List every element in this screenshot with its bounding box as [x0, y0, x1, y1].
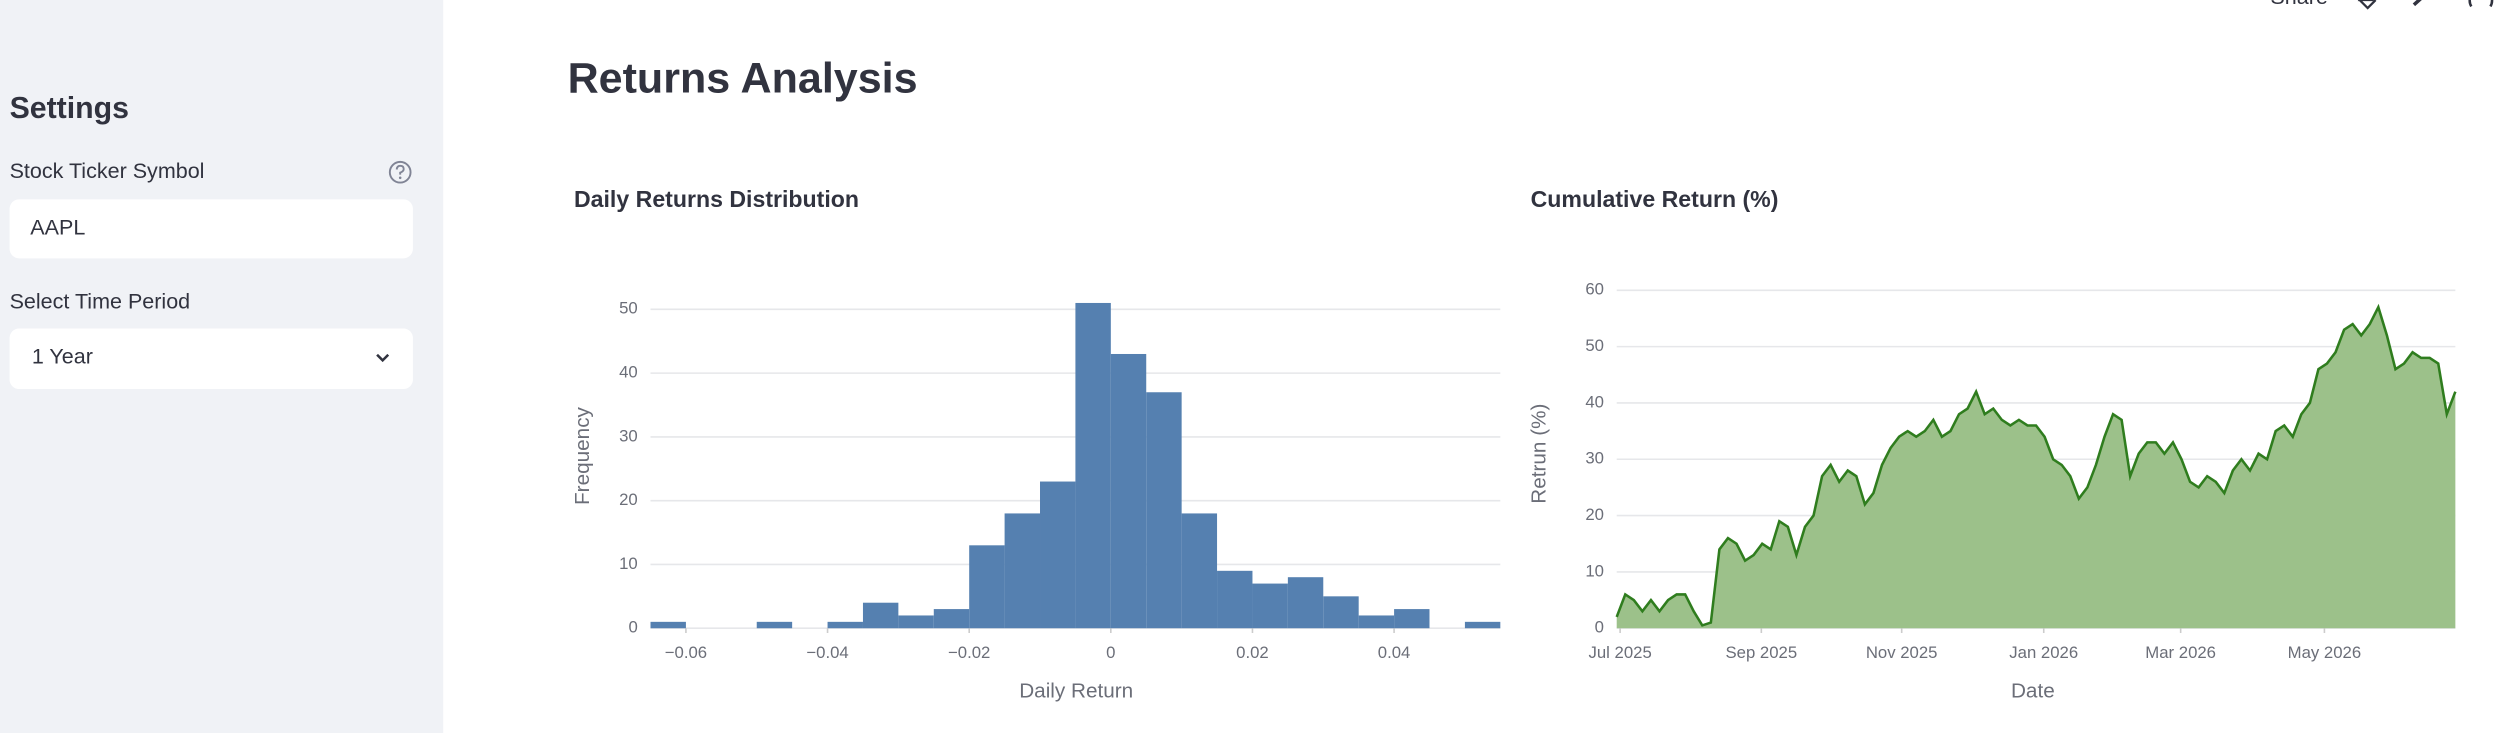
period-label: Select Time Period — [10, 290, 191, 314]
x-tick-label: −0.02 — [948, 643, 990, 662]
chart-title: Cumulative Return (%) — [1531, 186, 1779, 212]
x-tick-label: 0.04 — [1378, 643, 1411, 662]
x-tick-label: −0.06 — [665, 643, 707, 662]
histogram-bar — [650, 621, 686, 629]
histogram-bar — [827, 621, 863, 629]
histogram-bar — [1181, 513, 1218, 629]
area-line — [1615, 303, 2457, 627]
y-tick-label: 40 — [619, 363, 638, 382]
y-tick-label: 20 — [1585, 505, 1604, 524]
y-tick-label: 0 — [1595, 618, 1604, 637]
histogram-bar — [1004, 513, 1041, 629]
share-button[interactable]: Share — [2270, 0, 2327, 9]
chevron-icon[interactable] — [376, 353, 390, 363]
x-tick-label: Sep 2025 — [1726, 643, 1798, 662]
help-icon[interactable] — [388, 160, 412, 184]
x-tick-label: Nov 2025 — [1866, 643, 1938, 662]
area-fill — [1616, 307, 2456, 629]
x-tick-label: May 2026 — [2288, 643, 2362, 662]
edit-icon[interactable] — [2412, 0, 2430, 7]
histogram-bar — [1394, 609, 1430, 629]
histogram-bar — [969, 545, 1005, 629]
github-icon[interactable] — [2468, 0, 2494, 8]
ticker-value[interactable]: AAPL — [30, 216, 85, 240]
x-tick-label: Jan 2026 — [2009, 643, 2078, 662]
x-tick-label: 0 — [1106, 643, 1115, 662]
y-tick-label: 60 — [1585, 280, 1604, 299]
period-select[interactable] — [9, 328, 413, 390]
x-tick-label: Jul 2025 — [1588, 643, 1651, 662]
histogram-bar — [1287, 577, 1324, 629]
histogram-bar — [933, 609, 970, 629]
y-tick-label: 10 — [1585, 561, 1604, 580]
sidebar-title: Settings — [10, 92, 129, 125]
x-axis-label: Daily Return — [1019, 679, 1133, 702]
star-icon[interactable] — [2357, 0, 2377, 10]
y-tick-label: 30 — [1585, 449, 1604, 468]
y-tick-label: 20 — [619, 490, 638, 509]
ticker-input[interactable] — [9, 199, 413, 259]
y-tick-label: 40 — [1585, 392, 1604, 411]
histogram-bar — [1146, 392, 1182, 629]
histogram-bar — [1358, 615, 1395, 629]
y-tick-label: 30 — [619, 426, 638, 445]
y-axis-label: Retrun (%) — [1528, 404, 1551, 504]
histogram-bar — [898, 615, 934, 629]
chart-title: Daily Returns Distribution — [574, 186, 859, 212]
histogram-bar — [1252, 583, 1288, 629]
page-title: Returns Analysis — [568, 55, 918, 103]
histogram-bar — [1075, 302, 1111, 629]
period-value[interactable]: 1 Year — [32, 345, 93, 369]
y-tick-label: 10 — [619, 554, 638, 573]
histogram-bar — [862, 602, 899, 629]
y-tick-label: 0 — [628, 618, 637, 637]
x-axis-label: Date — [2011, 679, 2055, 702]
histogram-bar — [1464, 621, 1501, 629]
y-tick-label: 50 — [619, 299, 638, 318]
x-tick-label: Mar 2026 — [2145, 643, 2216, 662]
y-tick-label: 50 — [1585, 336, 1604, 355]
histogram-bar — [1110, 353, 1147, 629]
x-tick-label: −0.04 — [806, 643, 848, 662]
histogram-bar — [1323, 596, 1359, 629]
y-axis-label: Frequency — [571, 406, 594, 505]
histogram-bar — [1040, 481, 1076, 629]
histogram-bar — [756, 621, 793, 629]
ticker-label: Stock Ticker Symbol — [10, 159, 205, 183]
histogram-bar — [1217, 570, 1253, 629]
x-tick-label: 0.02 — [1236, 643, 1269, 662]
